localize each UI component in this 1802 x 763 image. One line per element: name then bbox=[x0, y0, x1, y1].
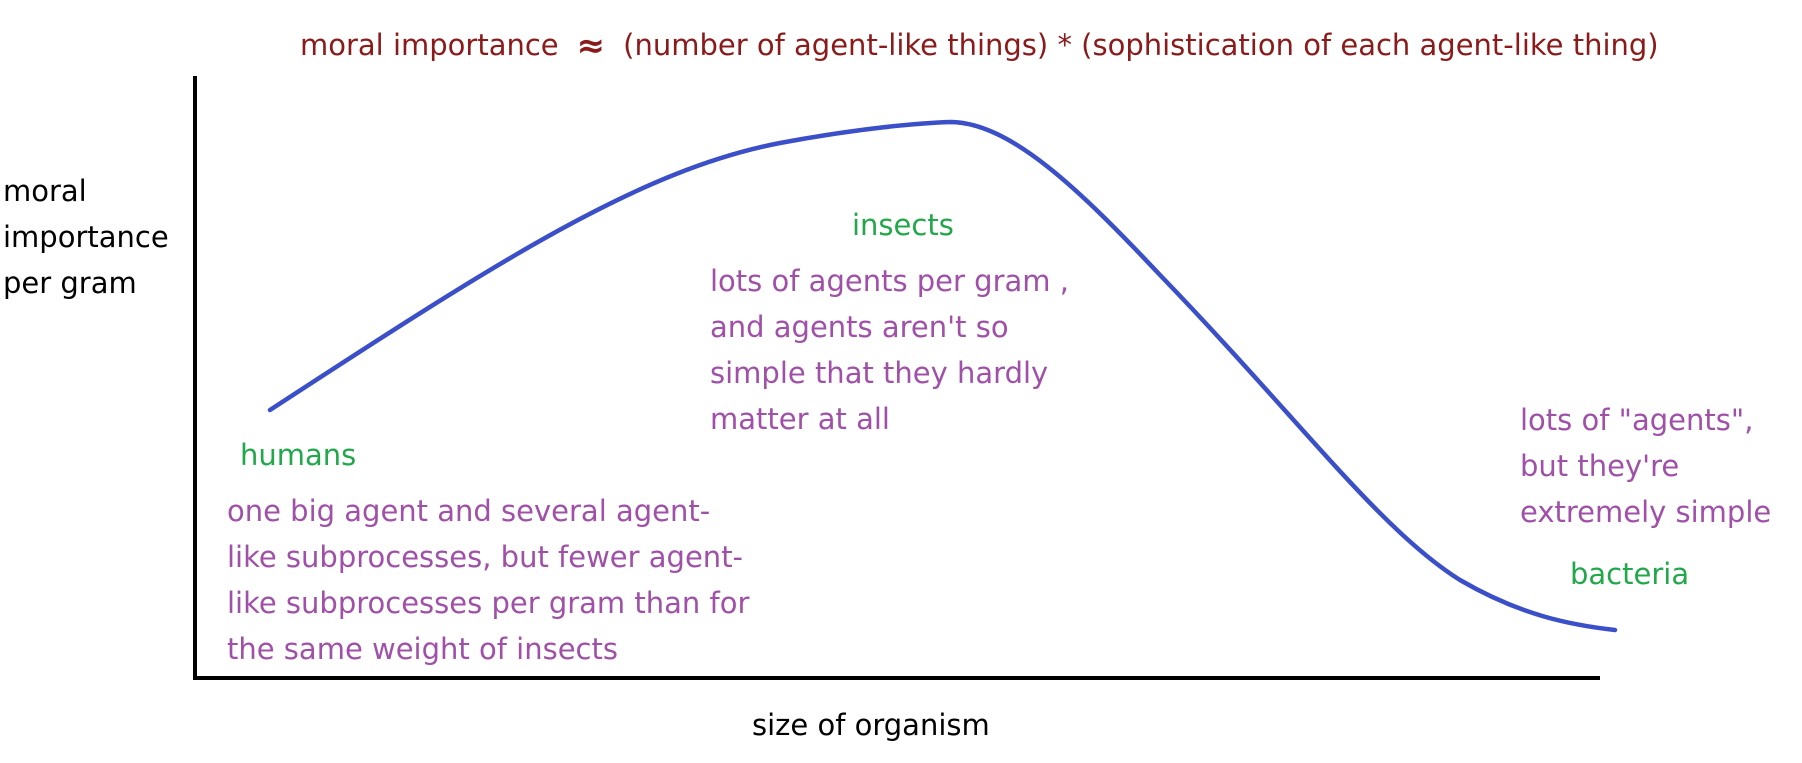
humans-label: humans bbox=[240, 438, 357, 472]
description-line: but they're bbox=[1520, 449, 1680, 483]
diagram-title: moral importance ≈ (number of agent-like t… bbox=[300, 24, 1659, 66]
y-axis-label-line: importance bbox=[3, 220, 169, 254]
description-line: like subprocesses per gram than for bbox=[227, 586, 750, 620]
title-left: moral importance bbox=[300, 28, 559, 62]
description-line: lots of "agents", bbox=[1520, 403, 1754, 437]
insects-label: insects bbox=[852, 208, 954, 242]
approx-symbol: ≈ bbox=[576, 26, 606, 66]
description-line: lots of agents per gram , bbox=[710, 264, 1069, 298]
moral-importance-curve bbox=[267, 119, 1618, 633]
bacteria-label: bacteria bbox=[1570, 557, 1690, 591]
y-axis-label: moral importance per gram bbox=[3, 168, 169, 306]
title-right: (number of agent-like things) * (sophist… bbox=[623, 28, 1659, 62]
humans-description: one big agent and several agent- like su… bbox=[227, 488, 749, 672]
description-line: simple that they hardly bbox=[710, 356, 1049, 390]
bacteria-description: lots of "agents", but they're extremely … bbox=[1520, 397, 1771, 535]
description-line: the same weight of insects bbox=[227, 632, 618, 666]
y-axis-label-line: moral bbox=[3, 174, 87, 208]
description-line: one big agent and several agent- bbox=[227, 494, 711, 528]
description-line: like subprocesses, but fewer agent- bbox=[227, 540, 744, 574]
description-line: matter at all bbox=[710, 402, 890, 436]
description-line: extremely simple bbox=[1520, 495, 1772, 529]
description-line: and agents aren't so bbox=[710, 310, 1009, 344]
y-axis-label-line: per gram bbox=[3, 266, 137, 300]
x-axis-label: size of organism bbox=[752, 708, 990, 742]
insects-description: lots of agents per gram , and agents are… bbox=[710, 258, 1069, 442]
